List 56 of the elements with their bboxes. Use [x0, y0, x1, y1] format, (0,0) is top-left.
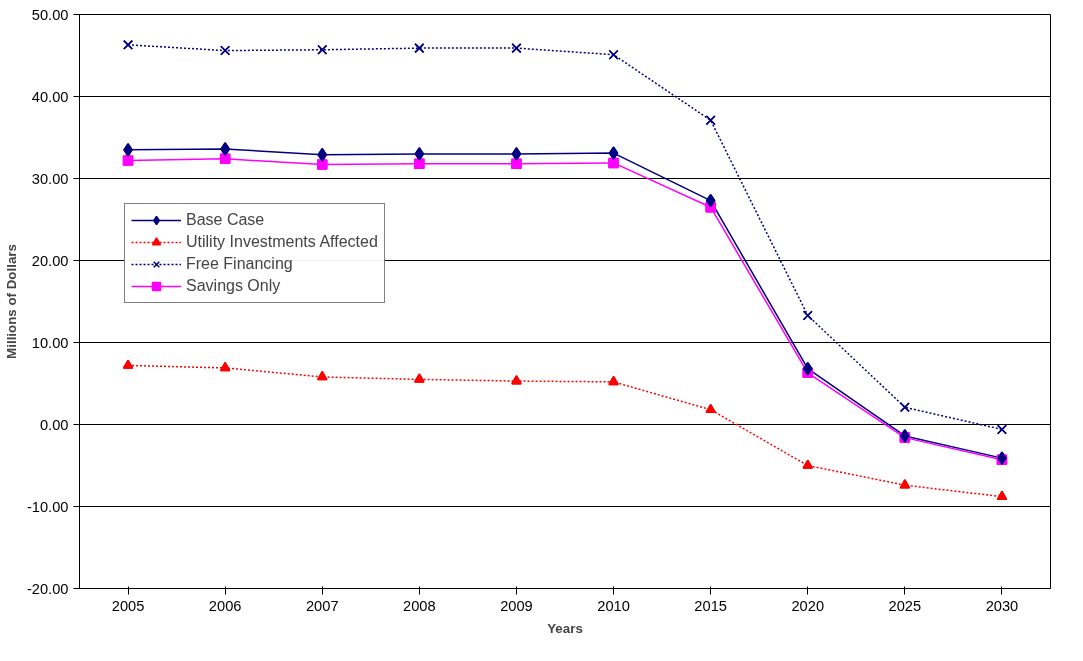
- point: [123, 143, 133, 157]
- point: [317, 44, 328, 55]
- legend-label: Utility Investments Affected: [186, 233, 378, 251]
- x-tick-label: 2015: [694, 597, 727, 614]
- point: [220, 142, 230, 156]
- x-tick-label: 2006: [208, 597, 242, 614]
- point: [122, 155, 134, 166]
- point: [608, 49, 619, 60]
- x-tick-label: 2007: [305, 597, 339, 614]
- point: [414, 158, 425, 169]
- point: [220, 45, 231, 56]
- point: [608, 146, 619, 160]
- point: [123, 39, 134, 50]
- y-tick-label: 40.00: [31, 88, 69, 105]
- point: [705, 193, 716, 208]
- point: [802, 459, 813, 469]
- point: [511, 158, 522, 169]
- x-tick-label: 2008: [403, 597, 436, 614]
- y-tick-label: -20.00: [26, 580, 69, 597]
- y-tick-label: 0.00: [39, 416, 69, 433]
- point: [996, 424, 1007, 435]
- legend-label: Savings Only: [186, 277, 281, 295]
- point: [996, 490, 1008, 501]
- point: [219, 361, 231, 372]
- x-tick-label: 2025: [888, 597, 922, 614]
- x-tick-label: 2010: [597, 597, 630, 614]
- x-tick-label: 2030: [985, 597, 1019, 614]
- x-tick-label: 2009: [500, 597, 533, 614]
- y-tick-label: 30.00: [31, 170, 69, 187]
- y-tick-label: 20.00: [31, 252, 69, 269]
- y-tick-label: 50.00: [31, 6, 69, 23]
- point: [317, 159, 328, 170]
- point: [414, 43, 425, 54]
- point: [511, 147, 522, 161]
- point: [705, 403, 716, 414]
- point: [219, 153, 231, 165]
- point: [511, 375, 522, 385]
- point: [414, 373, 425, 383]
- point: [122, 359, 134, 369]
- y-tick-label: 10.00: [31, 334, 69, 351]
- point: [899, 402, 910, 413]
- point: [414, 147, 425, 161]
- point: [899, 479, 911, 489]
- point: [317, 370, 328, 381]
- y-tick-label: -10.00: [26, 498, 69, 515]
- y-axis-title: Millions of Dollars: [3, 244, 19, 359]
- point: [608, 157, 619, 169]
- x-axis-title: Years: [547, 620, 583, 636]
- point: [511, 43, 522, 54]
- x-tick-label: 2005: [111, 597, 145, 614]
- x-tick-label: 2020: [791, 597, 825, 614]
- legend-label: Base Case: [186, 211, 265, 229]
- point: [802, 310, 813, 321]
- point: [705, 115, 716, 126]
- point: [608, 375, 619, 386]
- legend-label: Free Financing: [186, 255, 293, 273]
